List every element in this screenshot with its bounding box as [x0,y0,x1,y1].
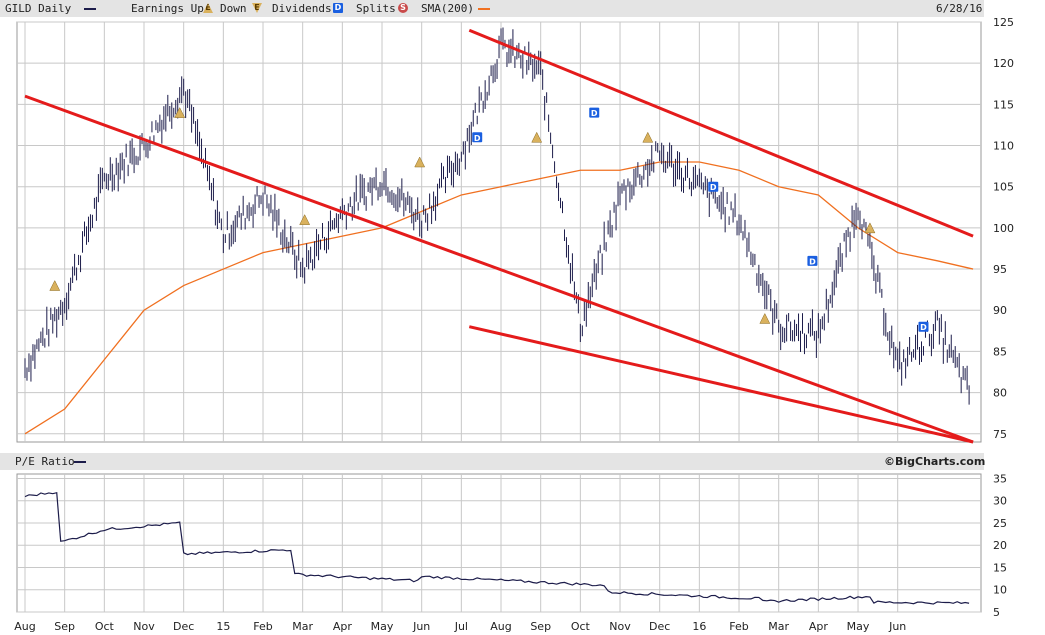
sma-legend-swatch [478,8,490,10]
dividend-marker-letter: D [474,134,481,143]
x-tick-label: Sep [530,620,551,633]
earnings-up-legend-label: Earnings Up [131,2,204,15]
earnings-marker [174,107,186,118]
price-y-tick-label: 100 [993,222,1014,235]
earnings-marker [299,214,311,225]
x-tick-label: May [847,620,870,633]
x-tick-label: Dec [173,620,194,633]
x-tick-label: Nov [133,620,155,633]
dividend-marker [472,132,483,143]
trendline [468,28,974,238]
split-s-icon: S [398,3,408,13]
pe-y-tick-label: 5 [993,606,1000,619]
sma-legend-label: SMA(200) [421,2,474,15]
pe-y-tick-label: 10 [993,584,1007,597]
earnings-marker [864,222,876,234]
pe-panel-header: P/E Ratio ©BigCharts.com [0,453,986,470]
pe-ratio-line [24,491,970,605]
sma-200-line [24,161,974,435]
earnings-marker [642,131,654,143]
x-tick-label: Jul [454,620,468,633]
dividend-marker [708,181,719,192]
x-tick-label: Jun [888,620,906,633]
x-tick-label: Aug [490,620,511,633]
earnings-marker [49,279,61,291]
brand-label: ©BigCharts.com [884,455,986,468]
price-y-tick-label: 95 [993,263,1007,276]
pe-y-tick-label: 35 [993,472,1007,485]
dividend-d-icon: D [333,3,343,13]
pe-y-tick-label: 25 [993,517,1007,530]
pe-y-tick-label: 20 [993,539,1007,552]
x-tick-label: Feb [253,620,272,633]
pe-y-tick-label: 15 [993,561,1007,574]
dividend-marker-letter: D [920,323,927,332]
symbol-label: GILD Daily [5,2,72,15]
earnings-marker [414,156,426,168]
earnings-marker [531,131,543,143]
x-tick-label: Oct [95,620,115,633]
x-tick-label: Mar [768,620,789,633]
dividend-marker-letter: D [809,257,816,266]
price-y-tick-label: 120 [993,57,1014,70]
pe-plot-frame [16,473,982,613]
x-tick-label: 16 [692,620,706,633]
pe-legend-swatch [74,461,86,463]
x-tick-label: Nov [609,620,631,633]
x-tick-label: Aug [14,620,35,633]
pe-panel-title: P/E Ratio [15,455,75,468]
price-y-tick-label: 115 [993,98,1014,111]
x-tick-label: Feb [729,620,748,633]
pe-y-tick-label: 30 [993,495,1007,508]
trendline [468,325,974,444]
price-y-tick-label: 125 [993,16,1014,29]
price-legend-swatch [84,8,96,10]
x-tick-label: Jun [412,620,430,633]
earnings-down-legend-label: Down [220,2,247,15]
x-tick-label: Sep [54,620,75,633]
triangle-down-icon: E [252,3,262,13]
x-tick-label: Dec [649,620,670,633]
x-tick-label: Oct [571,620,591,633]
chart-date: 6/28/16 [936,2,983,15]
price-y-tick-label: 110 [993,140,1014,153]
trendline [24,94,974,444]
price-y-tick-label: 85 [993,345,1007,358]
price-y-tick-label: 90 [993,304,1007,317]
price-chart-header: GILD Daily Earnings Up E Down E Dividend… [0,0,984,17]
dividend-marker-letter: D [591,109,598,118]
triangle-up-icon: E [203,3,213,13]
dividend-marker [589,107,600,118]
price-y-tick-label: 105 [993,181,1014,194]
x-tick-label: Apr [809,620,829,633]
price-y-tick-label: 75 [993,428,1007,441]
earnings-marker [759,312,771,324]
splits-legend-label: Splits [356,2,396,15]
price-bars [24,27,970,405]
dividends-legend-label: Dividends [272,2,332,15]
price-plot-frame [16,21,982,443]
x-tick-label: Apr [333,620,353,633]
x-tick-label: May [371,620,394,633]
dividend-marker-letter: D [710,183,717,192]
dividend-marker [807,255,818,266]
x-tick-label: 15 [216,620,230,633]
dividend-marker [918,321,929,332]
x-tick-label: Mar [292,620,313,633]
price-y-tick-label: 80 [993,387,1007,400]
